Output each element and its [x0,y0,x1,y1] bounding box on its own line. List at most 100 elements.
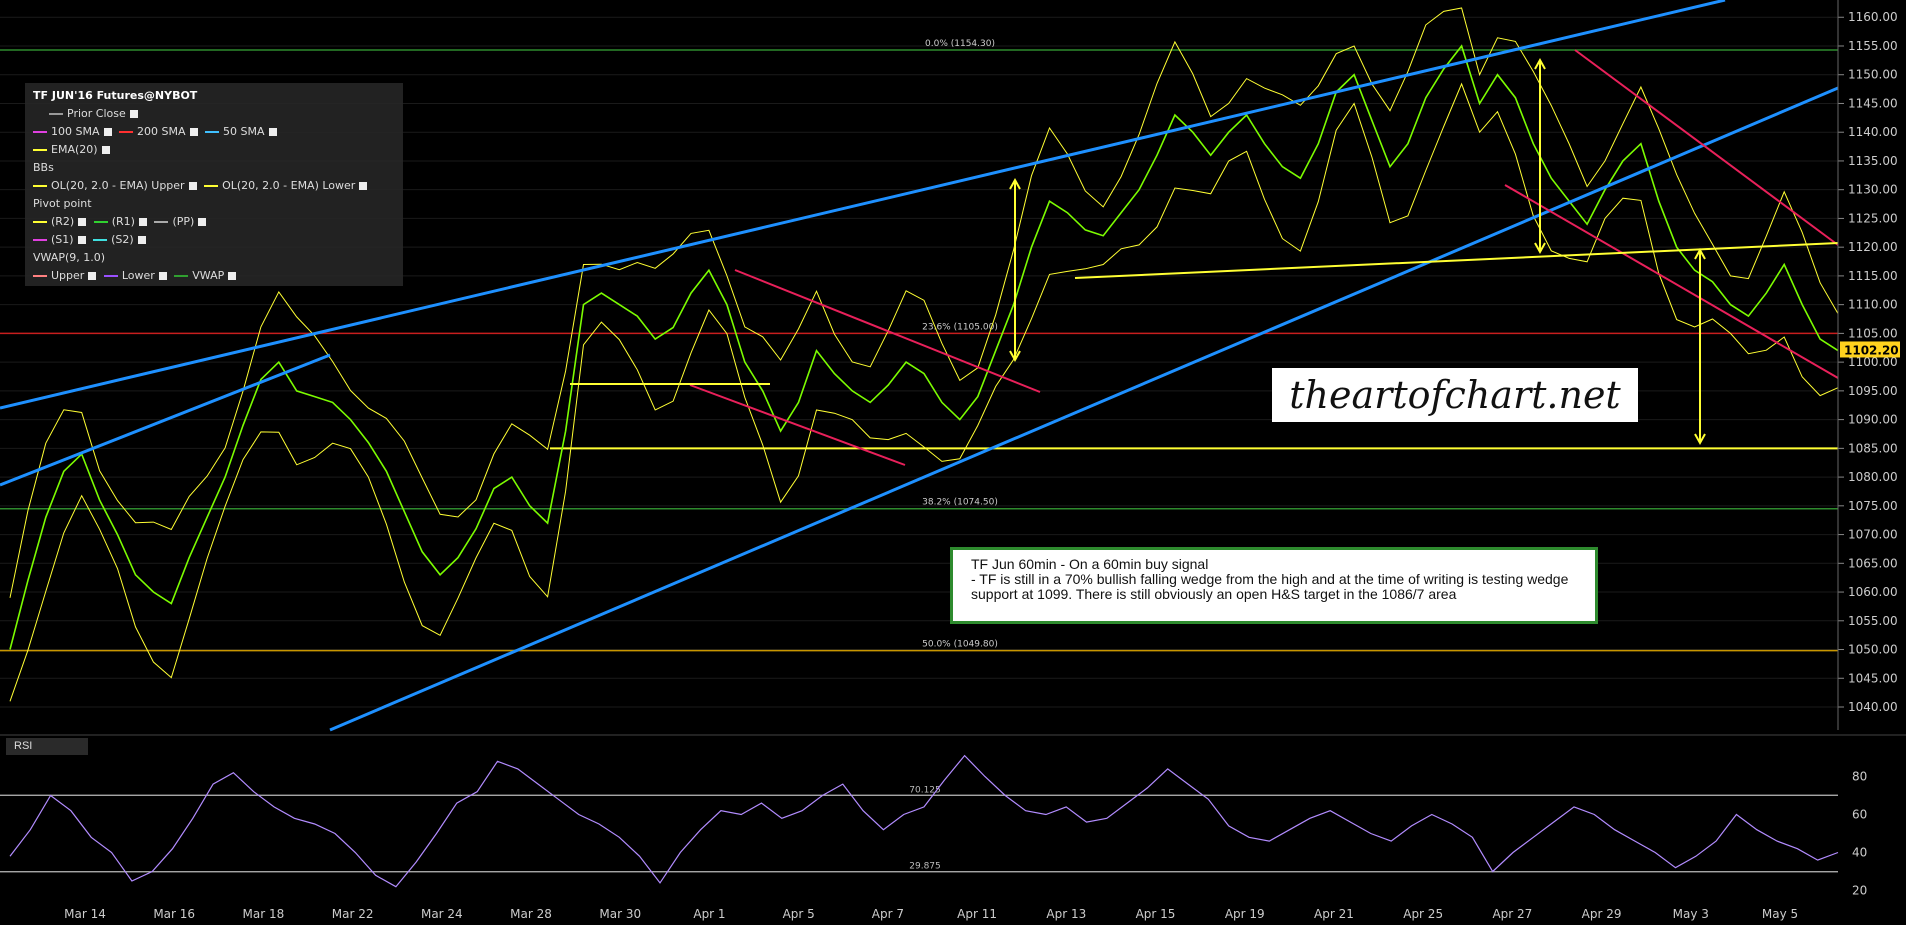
legend-checkbox[interactable] [138,218,147,226]
price-tick-label: 1105.00 [1848,326,1898,340]
arrow-head [1694,433,1706,446]
current-price-tag [1840,341,1900,358]
time-tick-label: Mar 28 [510,907,552,921]
time-tick-label: Mar 30 [599,907,641,921]
legend-vwap-upper: Upper [51,269,85,282]
legend-r2: (R2) [51,215,75,228]
legend-checkbox[interactable] [77,236,86,244]
legend-checkbox[interactable] [103,128,112,136]
time-tick-label: Apr 29 [1582,907,1622,921]
fib-level-label: 38.2% (1074.50) [922,498,998,508]
price-tick-label: 1075.00 [1848,499,1898,513]
analysis-note: TF Jun 60min - On a 60min buy signal - T… [950,547,1598,624]
price-tick-label: 1050.00 [1848,643,1898,657]
price-axis: 1040.00 1045.00 1050.00 1055.00 1060.00 1065.… [1837,0,1900,730]
legend-checkbox[interactable] [158,272,167,280]
time-tick-label: Mar 18 [243,907,285,921]
legend-s2: (S2) [111,233,134,246]
legend-checkbox[interactable] [189,128,198,136]
legend-pivot: Pivot point [33,197,92,210]
time-axis: Mar 14 Mar 16 Mar 18 Mar 22 Mar 24 Mar 28 Mar … [64,907,1798,921]
legend-sma200: 200 SMA [137,125,186,138]
legend-pp: (PP) [172,215,195,228]
note-line-2: - TF is still in a 70% bullish falling w… [971,571,1569,602]
price-tick-label: 1070.00 [1848,528,1898,542]
note-line-1: TF Jun 60min - On a 60min buy signal [971,556,1209,572]
rsi-tick-label: 40 [1852,846,1867,860]
legend-vwap-title: VWAP(9, 1.0) [33,251,106,264]
price-tick-label: 1090.00 [1848,413,1898,427]
price-tick-label: 1110.00 [1848,298,1898,312]
legend-checkbox[interactable] [129,110,138,118]
time-tick-label: Apr 1 [693,907,725,921]
time-tick-label: May 3 [1673,907,1709,921]
time-tick-label: Apr 27 [1492,907,1532,921]
legend-checkbox[interactable] [359,182,368,190]
price-line [9,44,1839,650]
legend-checkbox[interactable] [188,182,197,190]
horizontal-levels: 0.0% (1154.30) 23.6% (1105.00) 38.2% (1074… [0,39,1838,652]
price-tick-label: 1125.00 [1848,211,1898,225]
price-tick-label: 1140.00 [1848,125,1898,139]
legend-checkbox[interactable] [198,218,207,226]
legend-s1: (S1) [51,233,74,246]
rsi-tick-label: 60 [1852,808,1867,822]
channel-mid-line [0,353,331,487]
price-tick-label: 1055.00 [1848,614,1898,628]
rsi-tick-label: 80 [1852,770,1867,784]
price-tick-label: 1045.00 [1848,671,1898,685]
bb-upper-band [9,7,1839,598]
bb-lower-band [9,82,1839,702]
legend-vwap-lower: Lower [121,269,155,282]
price-tick-label: 1155.00 [1848,39,1898,53]
rsi-background [0,735,1906,905]
price-tick-label: 1145.00 [1848,96,1898,110]
rsi-panel-label: RSI [6,738,88,755]
price-tick-label: 1065.00 [1848,556,1898,570]
time-tick-label: Mar 16 [153,907,195,921]
time-tick-label: Mar 24 [421,907,463,921]
time-tick-label: Mar 22 [332,907,374,921]
neckline [1074,242,1839,279]
price-tick-label: 1130.00 [1848,183,1898,197]
arrow-head [1534,57,1546,70]
arrow-head [1009,350,1021,363]
rsi-level-label: 70.125 [909,785,941,795]
legend-checkbox[interactable] [101,146,110,154]
fib-level-label: 23.6% (1105.00) [922,322,998,332]
legend-checkbox[interactable] [88,272,97,280]
fib-level-label: 50.0% (1049.80) [922,640,998,650]
legend-r1: (R1) [111,215,135,228]
legend-checkbox[interactable] [268,128,277,136]
indicator-legend: TF JUN'16 Futures@NYBOT Prior Close 100 … [25,83,403,286]
time-tick-label: Apr 5 [783,907,815,921]
legend-sma100: 100 SMA [51,125,100,138]
time-tick-label: Mar 14 [64,907,106,921]
watermark: theartofchart.net [1272,368,1638,422]
price-tick-label: 1060.00 [1848,585,1898,599]
flag-upper-line [734,269,1041,393]
rsi-line [9,754,1839,888]
time-tick-label: Apr 25 [1403,907,1443,921]
time-tick-label: Apr 7 [872,907,904,921]
arrow-head [1534,242,1546,255]
rsi-level-label: 29.875 [909,862,941,872]
wedge-upper-line [1574,49,1839,246]
legend-bbs: BBs [33,161,54,174]
price-tick-label: 1100.00 [1848,355,1898,369]
current-price-label: 1102.20 [1844,343,1899,357]
legend-checkbox[interactable] [228,272,237,280]
channel-lower-line [329,86,1839,732]
fib-level-label: 0.0% (1154.30) [925,39,995,49]
legend-checkbox[interactable] [137,236,146,244]
price-tick-label: 1160.00 [1848,10,1898,24]
legend-ema20: EMA(20) [51,143,98,156]
legend-prior-close: Prior Close [67,107,126,120]
legend-checkbox[interactable] [78,218,87,226]
time-tick-label: Apr 13 [1046,907,1086,921]
legend-bb-upper: OL(20, 2.0 - EMA) Upper [51,179,185,192]
price-series [9,44,1839,650]
rsi-tick-label: 20 [1852,884,1867,898]
price-tick-label: 1080.00 [1848,470,1898,484]
